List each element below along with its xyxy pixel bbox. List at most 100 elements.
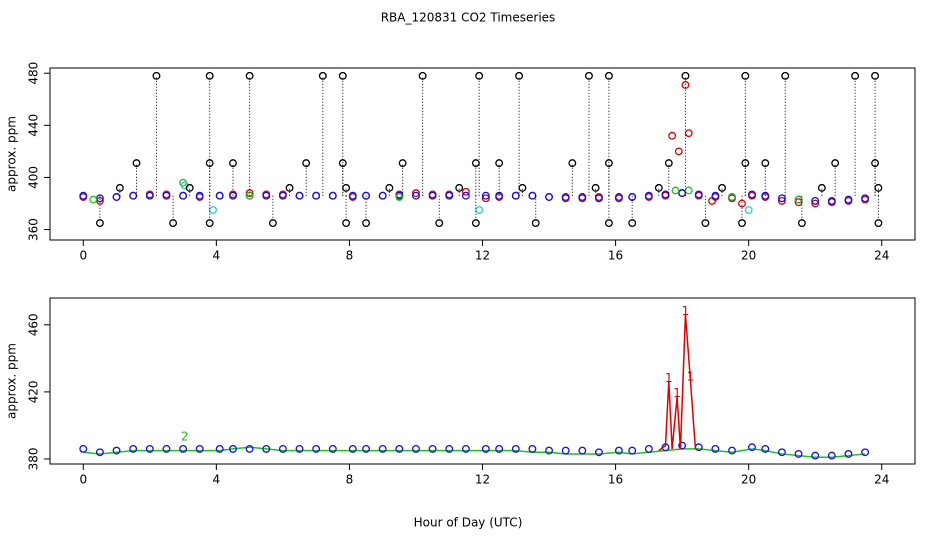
point bbox=[511, 444, 520, 453]
point bbox=[528, 191, 537, 200]
x-tick-label: 20 bbox=[741, 249, 756, 263]
point bbox=[518, 183, 527, 192]
point bbox=[395, 444, 404, 453]
point bbox=[378, 444, 387, 453]
y-axis-label: approx. ppm bbox=[5, 116, 19, 192]
point bbox=[129, 191, 138, 200]
point bbox=[568, 159, 577, 168]
point bbox=[338, 71, 347, 80]
y-tick-label: 440 bbox=[27, 114, 41, 137]
point bbox=[362, 444, 371, 453]
point bbox=[777, 448, 786, 457]
point bbox=[461, 444, 470, 453]
point bbox=[738, 219, 746, 228]
point bbox=[678, 189, 687, 198]
plot-frame bbox=[49, 67, 916, 241]
point bbox=[728, 193, 736, 201]
y-axis-label: approx. ppm bbox=[5, 343, 19, 419]
point bbox=[428, 191, 437, 200]
x-tick-label: 0 bbox=[79, 473, 87, 487]
point bbox=[195, 444, 204, 453]
point bbox=[614, 193, 623, 201]
point bbox=[162, 444, 171, 453]
point bbox=[302, 159, 311, 168]
point bbox=[245, 71, 254, 80]
point bbox=[797, 219, 806, 228]
point bbox=[428, 444, 437, 453]
point bbox=[511, 191, 520, 200]
point-symbol: 1 bbox=[665, 371, 673, 385]
point bbox=[195, 191, 204, 200]
point bbox=[628, 446, 637, 455]
x-tick-label: 24 bbox=[874, 249, 889, 263]
point bbox=[628, 193, 637, 201]
point bbox=[827, 451, 836, 460]
point bbox=[861, 448, 870, 457]
y-tick-label: 420 bbox=[27, 380, 41, 403]
point bbox=[229, 444, 237, 453]
point bbox=[132, 159, 141, 168]
point bbox=[694, 190, 703, 199]
point bbox=[205, 219, 214, 228]
point bbox=[145, 191, 154, 200]
point bbox=[342, 183, 351, 192]
point bbox=[278, 444, 287, 453]
point bbox=[604, 219, 613, 228]
y-tick-label: 360 bbox=[27, 218, 41, 241]
point bbox=[874, 183, 883, 192]
point bbox=[205, 159, 214, 168]
point bbox=[794, 449, 803, 458]
point bbox=[748, 190, 756, 199]
point bbox=[481, 194, 490, 203]
y-tick-label: 480 bbox=[27, 62, 41, 85]
point bbox=[471, 159, 480, 168]
point bbox=[817, 183, 826, 192]
y-tick-label: 460 bbox=[27, 313, 41, 336]
point bbox=[328, 444, 337, 453]
point bbox=[461, 187, 470, 196]
point bbox=[412, 189, 420, 198]
point bbox=[112, 193, 121, 201]
y-tick-label: 400 bbox=[27, 166, 41, 189]
point bbox=[152, 71, 161, 80]
point bbox=[262, 191, 271, 200]
x-tick-label: 12 bbox=[475, 249, 490, 263]
point bbox=[312, 444, 321, 453]
point bbox=[671, 186, 680, 195]
chart-title: RBA_120831 CO2 Timeseries bbox=[381, 11, 556, 25]
point bbox=[145, 444, 154, 453]
point bbox=[245, 444, 254, 453]
point bbox=[515, 71, 524, 80]
point bbox=[461, 191, 470, 200]
x-tick-label: 0 bbox=[79, 249, 87, 263]
point bbox=[604, 71, 613, 80]
point bbox=[585, 71, 593, 80]
point bbox=[318, 71, 327, 80]
point bbox=[684, 186, 693, 195]
point bbox=[475, 71, 484, 80]
point bbox=[741, 159, 750, 168]
point bbox=[362, 219, 371, 228]
point bbox=[844, 195, 853, 204]
point bbox=[179, 444, 188, 453]
x-tick-label: 4 bbox=[213, 249, 221, 263]
point bbox=[871, 159, 880, 168]
point bbox=[79, 191, 88, 200]
x-tick-label: 4 bbox=[213, 473, 221, 487]
point bbox=[781, 71, 790, 80]
point bbox=[644, 444, 653, 453]
point bbox=[378, 191, 387, 200]
point bbox=[342, 219, 351, 228]
point bbox=[328, 191, 337, 200]
point bbox=[385, 183, 394, 192]
point bbox=[761, 159, 770, 168]
point bbox=[827, 196, 836, 205]
point bbox=[594, 194, 603, 203]
point bbox=[229, 159, 237, 168]
point bbox=[471, 219, 480, 228]
point bbox=[668, 131, 677, 140]
point bbox=[578, 446, 587, 455]
x-tick-label: 8 bbox=[346, 249, 354, 263]
point bbox=[348, 444, 357, 453]
point-symbol: 1 bbox=[673, 386, 681, 400]
